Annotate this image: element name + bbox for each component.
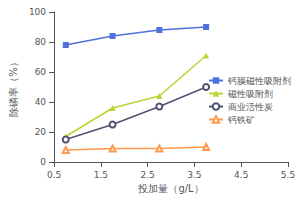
svg-text:钙膜磁性吸附剂: 钙膜磁性吸附剂 xyxy=(227,76,291,86)
svg-text:5.5: 5.5 xyxy=(281,170,295,180)
svg-text:商业活性炭: 商业活性炭 xyxy=(228,102,273,112)
svg-text:投加量（g/L）: 投加量（g/L） xyxy=(137,183,203,194)
svg-text:20: 20 xyxy=(35,127,47,137)
svg-text:磁性吸附剂: 磁性吸附剂 xyxy=(227,89,273,99)
svg-text:1.5: 1.5 xyxy=(94,170,108,180)
svg-text:100: 100 xyxy=(29,7,46,17)
svg-text:钙铁矿: 钙铁矿 xyxy=(227,115,255,125)
svg-text:80: 80 xyxy=(35,37,47,47)
svg-text:40: 40 xyxy=(35,97,47,107)
svg-text:除磷率（%）: 除磷率（%） xyxy=(8,57,19,117)
svg-text:4.5: 4.5 xyxy=(234,170,248,180)
svg-text:3.5: 3.5 xyxy=(187,170,201,180)
svg-text:60: 60 xyxy=(35,67,47,77)
svg-text:0.5: 0.5 xyxy=(47,170,61,180)
svg-text:0: 0 xyxy=(40,157,46,167)
svg-text:2.5: 2.5 xyxy=(140,170,154,180)
